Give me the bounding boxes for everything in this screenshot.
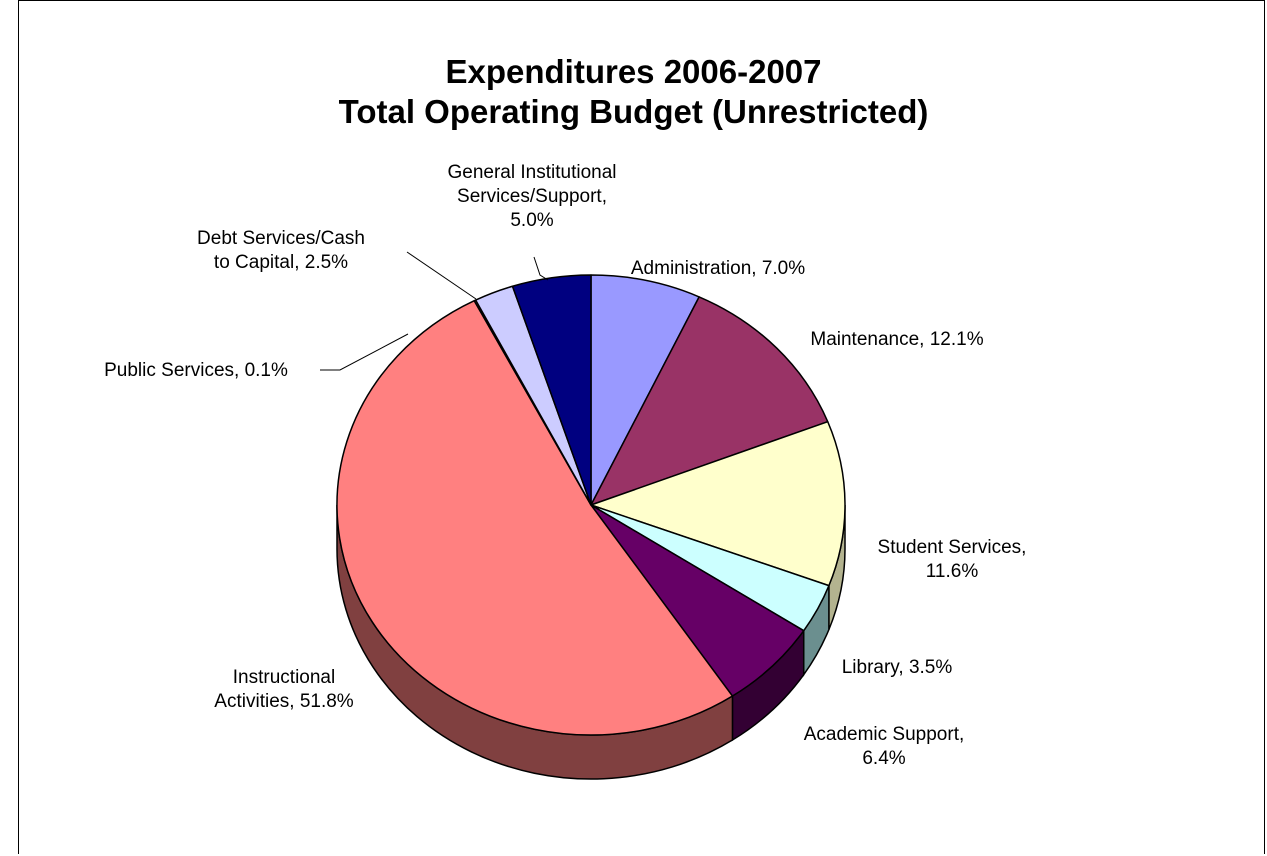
chart-title: Expenditures 2006-2007 bbox=[445, 53, 822, 90]
slice-labels: Administration, 7.0% Maintenance, 12.1% St… bbox=[104, 162, 1026, 769]
slice-label-student-services: Student Services, 11.6% bbox=[878, 537, 1027, 582]
pie-slice-administration bbox=[590, 274, 700, 506]
leader-line-debt-services-cash-to-capital bbox=[406, 251, 477, 300]
pie-slice-general-institutional-services-support bbox=[511, 274, 592, 506]
pie-slice-maintenance bbox=[590, 296, 829, 506]
slice-label-academic-support: Academic Support, 6.4% bbox=[804, 724, 965, 769]
slice-label-debt-services-cash-to-capital: Debt Services/Cash to Capital, 2.5% bbox=[197, 228, 365, 273]
chart-subtitle: Total Operating Budget (Unrestricted) bbox=[338, 93, 929, 130]
pie-slice-student-services bbox=[590, 420, 846, 587]
leader-line-public-services bbox=[320, 333, 409, 371]
slice-label-general-institutional-services-support: General Institutional Services/Support, 5.… bbox=[448, 162, 617, 231]
pie-slices bbox=[336, 274, 846, 736]
slice-label-administration: Administration, 7.0% bbox=[631, 258, 805, 279]
slice-label-public-services: Public Services, 0.1% bbox=[104, 360, 288, 381]
slice-label-instructional-activities: Instructional Activities, 51.8% bbox=[214, 667, 353, 712]
pie-depth-sides bbox=[336, 504, 846, 780]
leader-line-general-institutional-services-support bbox=[533, 256, 549, 281]
pie-slice-instructional-activities bbox=[336, 299, 734, 736]
slice-label-library: Library, 3.5% bbox=[842, 657, 953, 678]
slice-label-maintenance: Maintenance, 12.1% bbox=[810, 329, 983, 350]
leader-lines bbox=[320, 251, 549, 371]
